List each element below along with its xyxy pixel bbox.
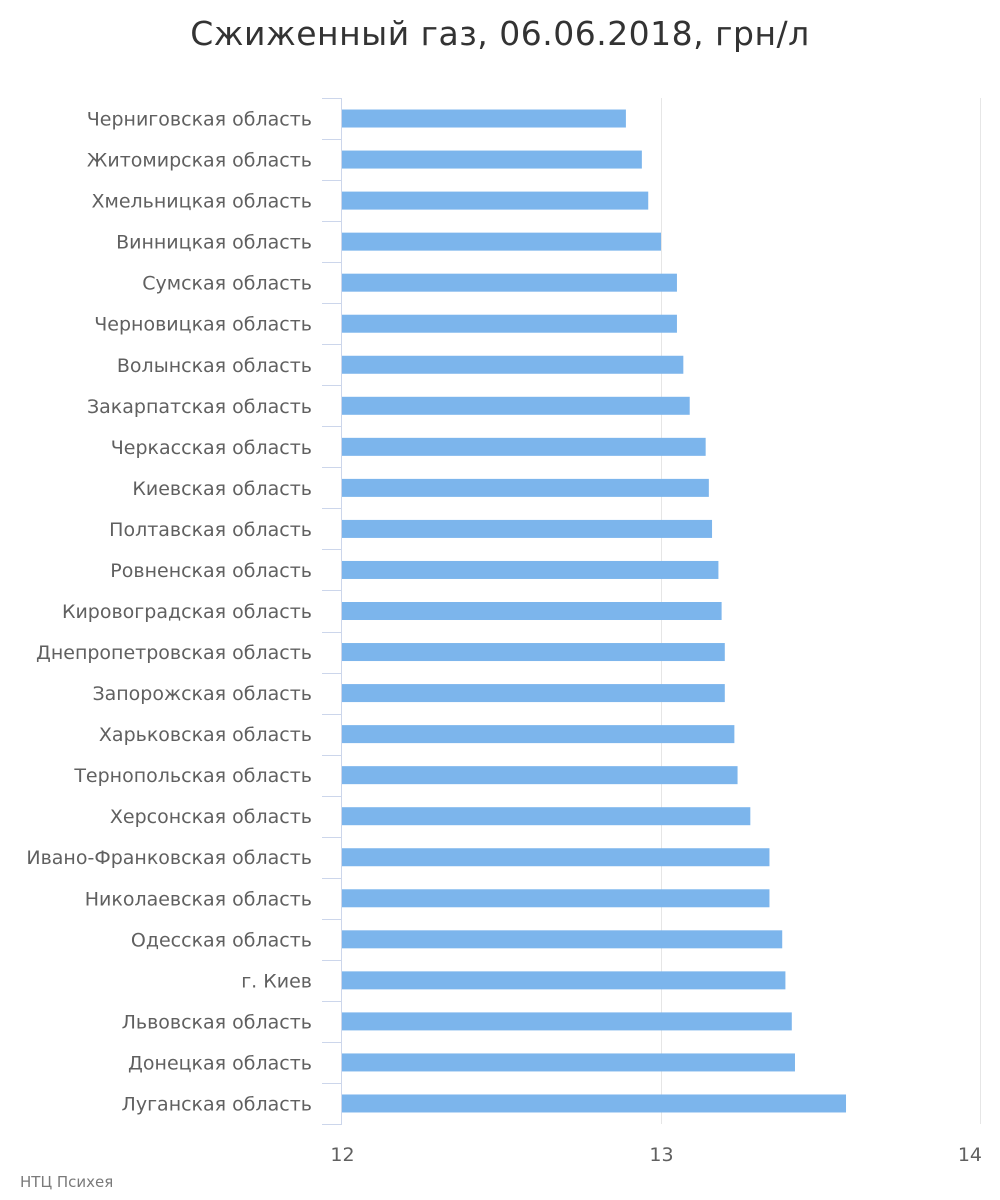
category-labels: Черниговская область Житомирская область Х… <box>26 109 312 1116</box>
category-label: Житомирская область <box>87 150 312 172</box>
category-label: Ровненская область <box>110 560 312 582</box>
bar[interactable] <box>342 109 626 128</box>
bar[interactable] <box>342 889 770 908</box>
category-label: Одесская область <box>131 929 312 951</box>
category-label: г. Киев <box>241 970 312 992</box>
y-axis <box>322 98 342 1125</box>
bar[interactable] <box>342 807 751 826</box>
credits-text[interactable]: НТЦ Психея <box>20 1173 114 1191</box>
bar[interactable] <box>342 314 677 333</box>
bar[interactable] <box>342 725 735 744</box>
chart-title: Сжиженный газ, 06.06.2018, грн/л <box>190 14 810 53</box>
category-label: Кировоградская область <box>62 601 312 623</box>
bar[interactable] <box>342 437 706 456</box>
bar[interactable] <box>342 273 677 292</box>
bar[interactable] <box>342 643 725 662</box>
category-label: Ивано-Франковская область <box>26 847 312 869</box>
bar[interactable] <box>342 602 722 620</box>
category-label: Луганская область <box>122 1093 312 1115</box>
category-label: Днепропетровская область <box>36 642 312 664</box>
bar[interactable] <box>342 1012 792 1031</box>
category-label: Хмельницкая область <box>91 191 312 213</box>
category-label: Полтавская область <box>109 519 312 541</box>
bar[interactable] <box>342 1094 847 1113</box>
x-axis-tick-labels: 12 13 14 <box>330 1144 982 1166</box>
category-label: Запорожская область <box>92 683 312 705</box>
category-label: Волынская область <box>117 355 312 377</box>
category-label: Черкасская область <box>111 437 312 459</box>
bar[interactable] <box>342 848 770 867</box>
category-label: Закарпатская область <box>87 396 312 418</box>
bar[interactable] <box>342 232 661 251</box>
category-label: Донецкая область <box>128 1052 312 1074</box>
category-label: Тернопольская область <box>73 765 312 787</box>
bar[interactable] <box>342 684 725 703</box>
bar[interactable] <box>342 971 786 990</box>
category-label: Херсонская область <box>110 806 312 828</box>
x-tick-label: 14 <box>958 1144 982 1166</box>
x-tick-label: 13 <box>649 1144 673 1166</box>
category-label: Киевская область <box>132 478 312 500</box>
bar[interactable] <box>342 191 649 210</box>
category-label: Черновицкая область <box>94 314 312 336</box>
bar[interactable] <box>342 519 713 538</box>
category-label: Сумская область <box>142 273 312 295</box>
category-label: Николаевская область <box>85 888 312 910</box>
bar[interactable] <box>342 355 684 374</box>
bar[interactable] <box>342 766 738 785</box>
bar[interactable] <box>342 560 719 579</box>
x-tick-label: 12 <box>330 1144 354 1166</box>
category-label: Львовская область <box>122 1011 312 1033</box>
bars <box>342 109 847 1113</box>
bar[interactable] <box>342 150 642 169</box>
category-label: Винницкая область <box>116 232 312 254</box>
bar[interactable] <box>342 478 709 497</box>
bar[interactable] <box>342 396 690 415</box>
bar[interactable] <box>342 1053 795 1072</box>
bar[interactable] <box>342 930 783 949</box>
category-label: Черниговская область <box>87 109 312 131</box>
category-label: Харьковская область <box>99 724 312 746</box>
